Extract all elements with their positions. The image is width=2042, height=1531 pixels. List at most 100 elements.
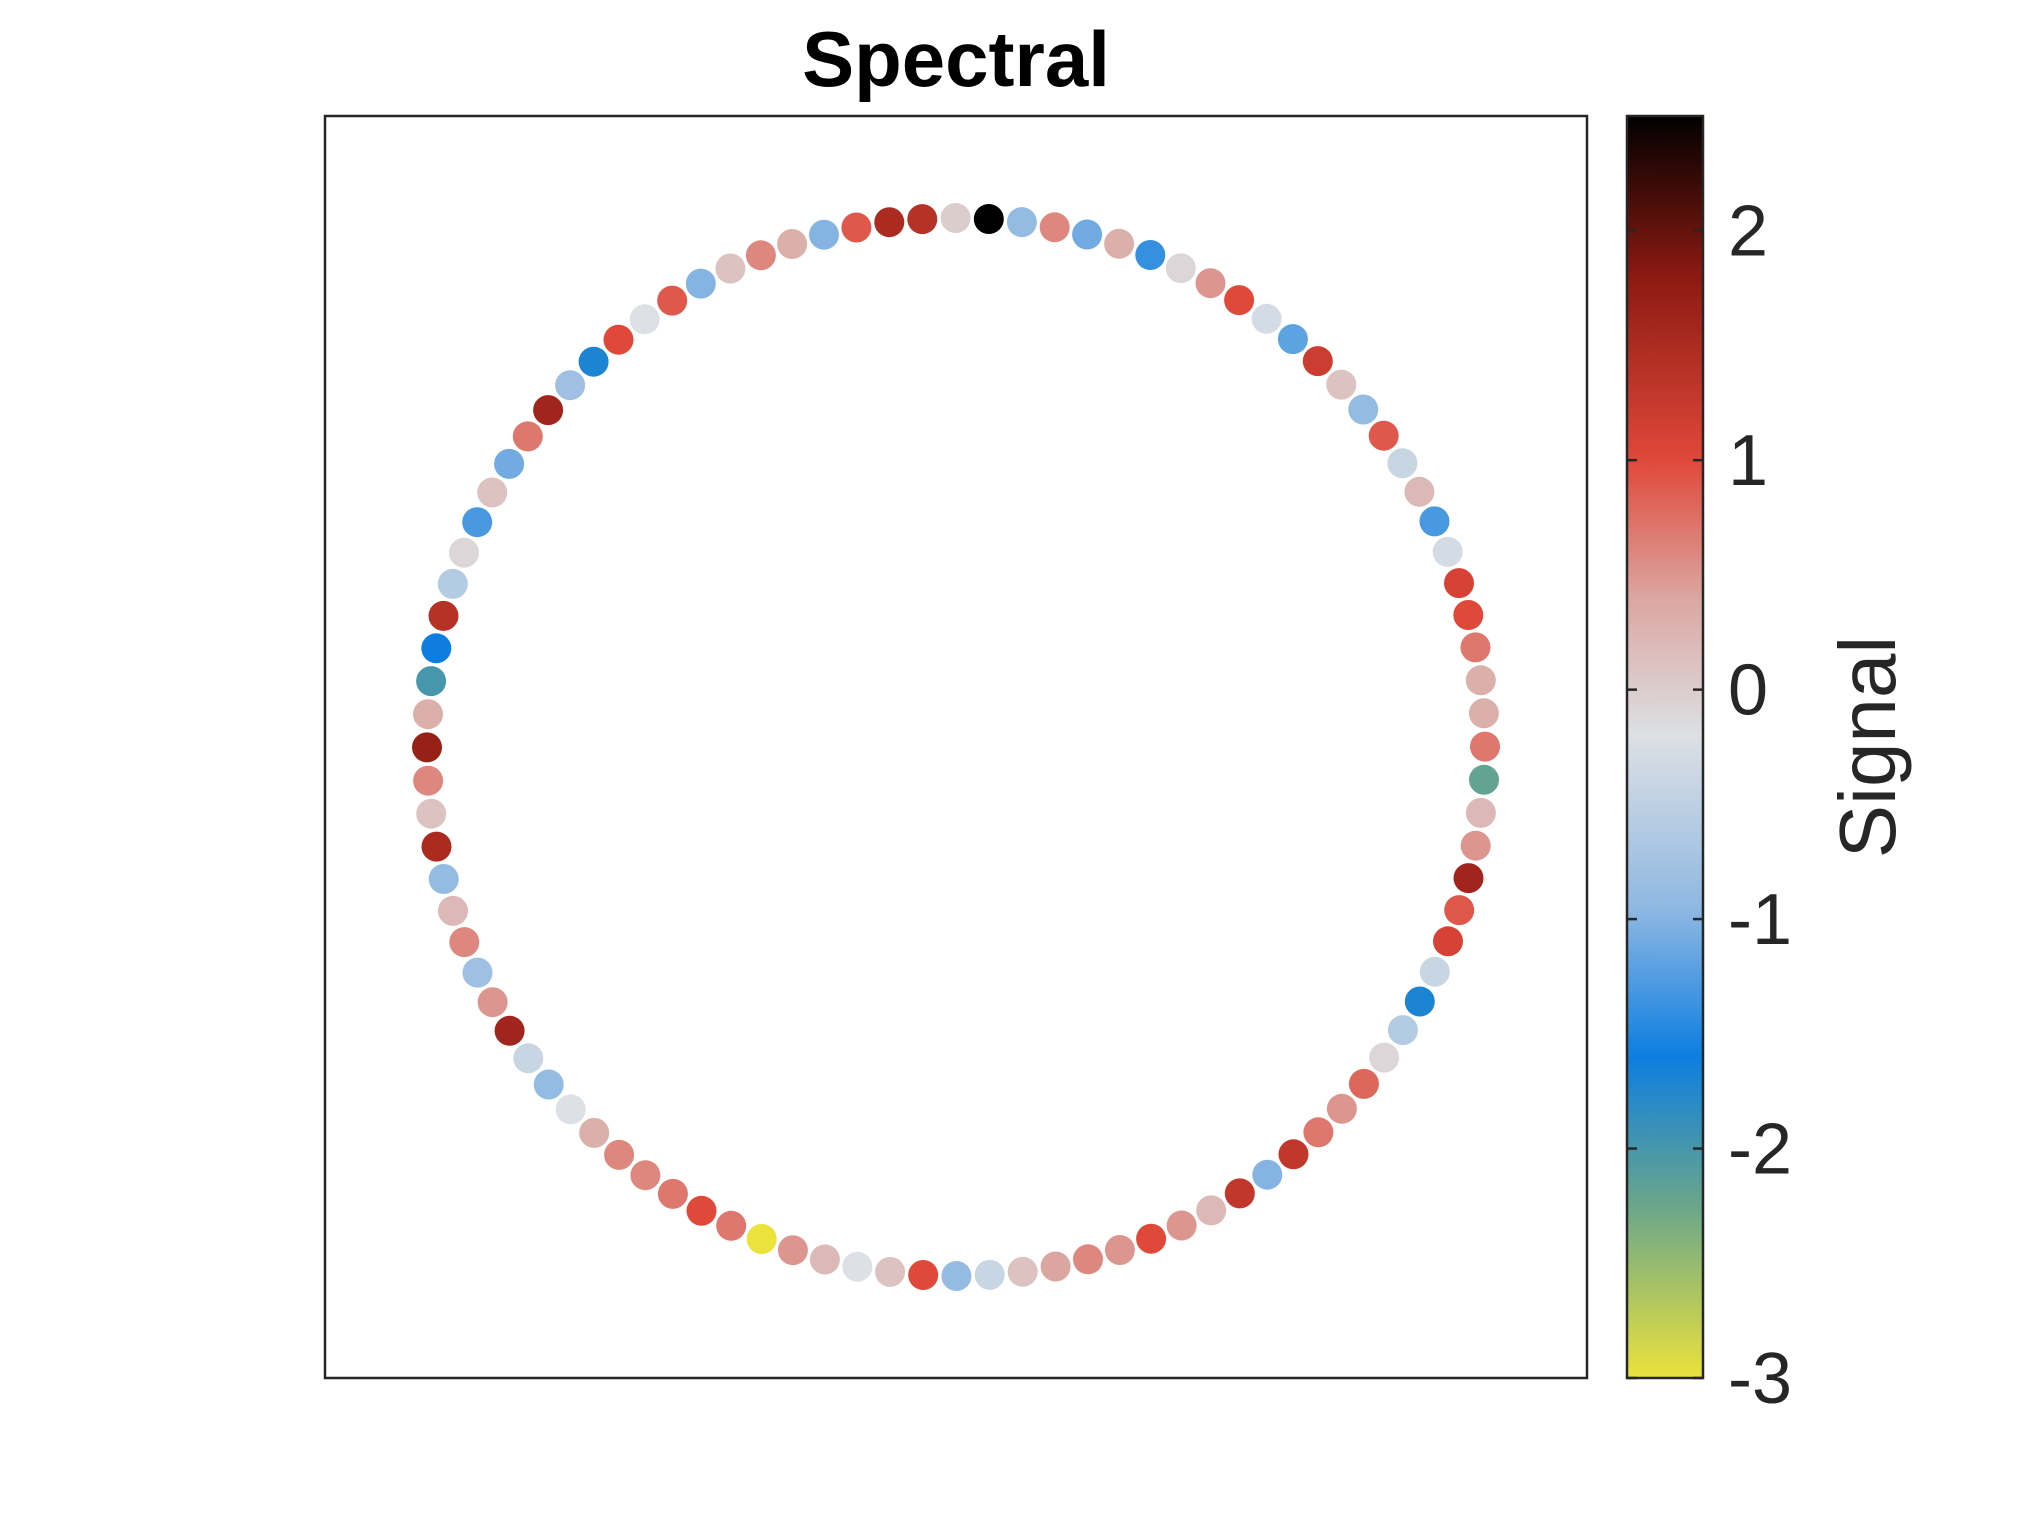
ring-node — [1326, 369, 1357, 400]
ring-node — [1444, 568, 1474, 599]
ring-node — [555, 370, 586, 401]
ring-node — [1278, 1139, 1309, 1170]
ring-node — [1073, 1244, 1103, 1275]
ring-node — [1166, 1210, 1197, 1241]
ring-node — [1465, 797, 1496, 828]
ring-node — [1007, 1256, 1038, 1287]
ring-node — [746, 1224, 777, 1254]
ring-node — [449, 927, 480, 958]
ring-node — [477, 987, 508, 1018]
ring-node — [1252, 1159, 1283, 1190]
ring-node — [428, 600, 459, 631]
ring-node — [716, 1210, 747, 1241]
ring-node — [685, 268, 716, 299]
ring-node — [1433, 926, 1463, 957]
ring-node — [875, 1256, 906, 1287]
ring-node — [512, 421, 543, 452]
ring-node — [1039, 212, 1070, 243]
ring-node — [494, 448, 525, 479]
ring-node — [421, 633, 452, 664]
ring-node — [1453, 600, 1484, 630]
chart-title: Spectral — [802, 15, 1110, 103]
ring-node — [1404, 476, 1435, 507]
ring-node — [1104, 1235, 1135, 1265]
ring-node — [1387, 448, 1418, 479]
ring-node — [1470, 731, 1500, 762]
ring-node — [462, 507, 493, 538]
ring-node — [579, 1117, 610, 1148]
ring-node — [1135, 240, 1166, 270]
ring-node — [477, 477, 508, 508]
ring-node — [777, 229, 808, 259]
ring-node — [1348, 394, 1379, 425]
colorbar-tick-label: -2 — [1728, 1110, 1792, 1190]
ring-node — [657, 285, 688, 316]
ring-node — [1468, 698, 1499, 729]
ring-node — [1387, 1015, 1418, 1046]
ring-node — [974, 1259, 1005, 1290]
ring-node — [1196, 1195, 1227, 1226]
colorbar-tick-label: 2 — [1728, 192, 1768, 272]
ring-node — [1469, 764, 1499, 795]
ring-node — [940, 203, 971, 233]
colorbar-ticks: 2 1 0 -1 -2 -3 — [1627, 192, 1792, 1419]
ring-node — [1348, 1068, 1379, 1099]
colorbar-label: Signal — [1823, 636, 1912, 858]
ring-node — [1302, 346, 1333, 377]
ring-node — [973, 204, 1004, 234]
ring-node — [1369, 1042, 1400, 1073]
ring-node — [603, 324, 634, 355]
ring-node — [449, 537, 479, 568]
ring-node — [416, 666, 447, 697]
ring-node — [809, 219, 839, 250]
ring-node — [494, 1015, 525, 1046]
ring-node — [1104, 228, 1135, 259]
ring-node — [1419, 506, 1450, 537]
ring-node — [841, 212, 872, 243]
ring-node — [437, 568, 468, 599]
ring-node — [1251, 303, 1282, 334]
ring-node — [745, 240, 776, 271]
ring-node — [413, 765, 444, 796]
ring-node — [1303, 1117, 1334, 1148]
ring-node — [1040, 1251, 1071, 1282]
ring-node — [1460, 830, 1491, 861]
ring-node — [1136, 1223, 1167, 1254]
ring-node — [604, 1139, 635, 1170]
ring-node — [1224, 285, 1255, 316]
plot-area-frame — [323, 114, 1589, 1380]
ring-node — [1224, 1178, 1255, 1209]
colorbar-tick-label: 0 — [1728, 651, 1768, 731]
ring-node — [533, 1069, 564, 1100]
ring-node — [907, 204, 938, 235]
colorbar-tick-label: -3 — [1728, 1339, 1792, 1419]
ring-node — [1460, 632, 1491, 663]
ring-node — [1432, 536, 1463, 567]
ring-node — [1165, 253, 1196, 284]
ring-node — [416, 798, 447, 829]
ring-node — [1444, 895, 1475, 926]
ring-node — [657, 1178, 688, 1209]
ring-node — [421, 831, 452, 862]
ring-node — [630, 1160, 661, 1191]
ring-node — [874, 207, 905, 238]
colorbar-tick-label: -1 — [1728, 880, 1792, 960]
ring-node — [1006, 207, 1037, 238]
ring-node — [1404, 986, 1435, 1017]
ring-node — [578, 346, 609, 377]
ring-node — [1368, 420, 1399, 451]
ring-node — [555, 1094, 586, 1125]
ring-node — [1326, 1093, 1357, 1124]
ring-node — [777, 1235, 808, 1266]
ring-node — [1419, 956, 1450, 987]
ring-node — [941, 1261, 972, 1291]
ring-node — [908, 1260, 939, 1290]
ring-node — [412, 732, 442, 763]
ring-node — [715, 253, 746, 284]
ring-node — [686, 1195, 717, 1226]
ring-node — [809, 1244, 840, 1275]
ring-node — [629, 304, 660, 335]
ring-node — [428, 864, 459, 894]
ring-node — [1453, 863, 1484, 894]
